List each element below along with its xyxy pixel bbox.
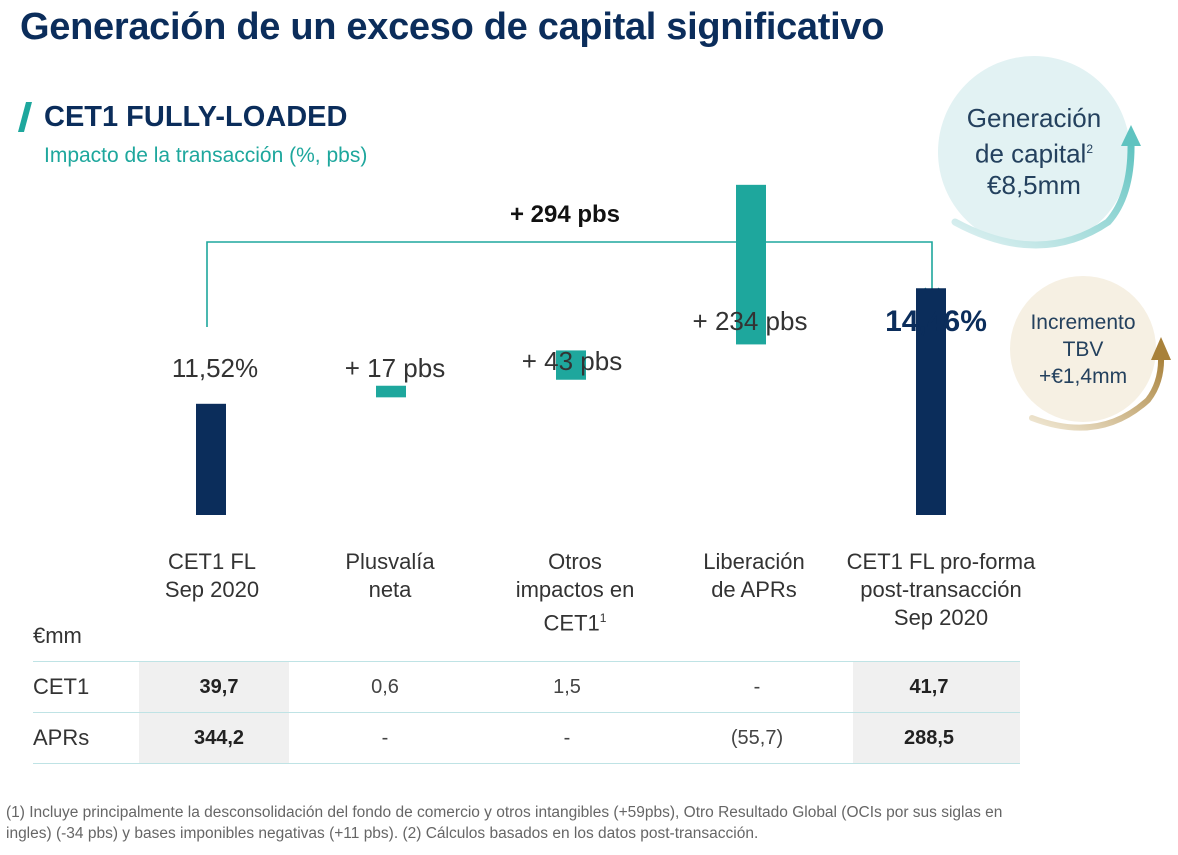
value-label-start: 11,52%: [171, 353, 259, 383]
bar-start: [196, 403, 226, 515]
table-cell: 344,2: [193, 727, 245, 749]
value-label-end: 14,46%: [885, 305, 987, 338]
table-cell: -: [753, 676, 761, 698]
total-change-label: + 294 pbs: [509, 201, 621, 228]
footnote: (1) Incluye principalmente la desconsoli…: [6, 804, 1003, 842]
table-cell: 39,7: [199, 676, 239, 698]
category-label-start: CET1 FL Sep 2020: [164, 549, 260, 602]
tbv-arrow-icon: [1029, 353, 1165, 431]
table-unit: €mm: [33, 623, 82, 648]
category-label-liberacion: Liberación de APRs: [703, 549, 805, 602]
tbv-increment-circle: Incremento TBV +€1,4mm: [1010, 276, 1156, 422]
bracket-line: [206, 241, 933, 327]
table-cell: 41,7: [909, 676, 949, 698]
page-title: Generación de un exceso de capital signi…: [20, 6, 885, 48]
table-cell: -: [563, 727, 571, 749]
slash-icon: [18, 102, 32, 132]
table-row-label-cet1: CET1: [33, 674, 90, 699]
table-cell: 288,5: [903, 727, 955, 749]
table-row-label-aprs: APRs: [33, 725, 90, 750]
chart-subnote: Impacto de la transacción (%, pbs): [44, 144, 368, 167]
table-cell: (55,7): [730, 727, 784, 749]
capital-generation-circle: Generación de capital2 €8,5mm: [938, 56, 1130, 248]
tbv-arrowhead-icon: [1151, 337, 1171, 360]
category-label-end: CET1 FL pro-forma post-transacción Sep 202…: [846, 549, 1036, 630]
value-label-liberacion: + 234 pbs: [692, 306, 808, 336]
table-divider-mid: [33, 712, 1020, 713]
table-cell: -: [381, 727, 389, 749]
table-cell: 0,6: [371, 676, 399, 698]
chart-subtitle: CET1 FULLY-LOADED: [44, 101, 348, 133]
value-label-otros: + 43 pbs: [521, 346, 623, 376]
bar-otros: [556, 350, 586, 380]
bar-plusvalia: [376, 385, 406, 398]
value-label-plusvalia: + 17 pbs: [344, 353, 446, 383]
bar-liberacion: [736, 184, 766, 345]
category-label-plusvalia: Plusvalía neta: [345, 549, 435, 602]
table-divider-top: [33, 661, 1020, 662]
capital-arrowhead-icon: [1121, 125, 1141, 146]
bar-end: [916, 288, 946, 515]
category-label-otros: Otros impactos en CET11: [515, 549, 635, 636]
capital-arrow-icon: [951, 138, 1135, 249]
table-cell: 1,5: [553, 676, 581, 698]
table-divider-bottom: [33, 763, 1020, 764]
